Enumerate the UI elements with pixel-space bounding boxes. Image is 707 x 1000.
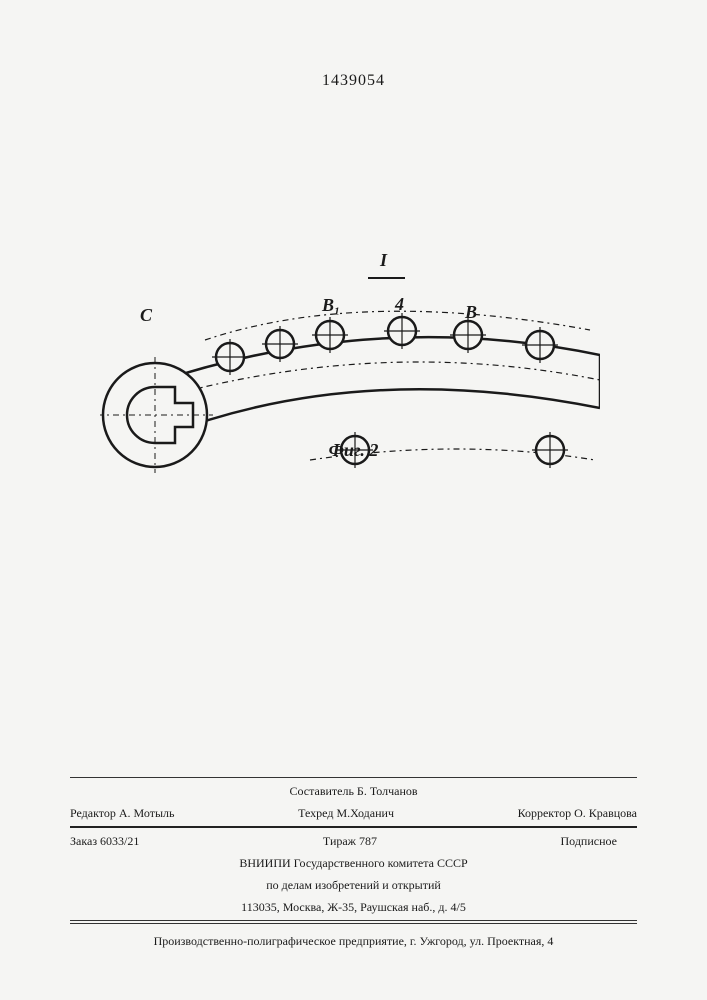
org-line-2: по делам изобретений и открытий — [70, 874, 637, 896]
order-number: Заказ 6033/21 — [70, 832, 139, 850]
label-I-underline — [100, 255, 600, 285]
address-line: 113035, Москва, Ж-35, Раушская наб., д. … — [70, 896, 637, 918]
printer-line: Производственно-полиграфическое предприя… — [70, 926, 637, 950]
figure-caption: Фиг. 2 — [0, 440, 707, 461]
editor: Редактор А. Мотыль — [70, 804, 175, 822]
corrector: Корректор О. Кравцова — [518, 804, 637, 822]
divider — [70, 920, 637, 921]
techred: Техред М.Ходанич — [298, 804, 394, 822]
divider — [70, 777, 637, 778]
compiler-line: Составитель Б. Толчанов — [70, 780, 637, 802]
label-B1: B₁ — [322, 295, 340, 316]
label-4: 4 — [395, 294, 404, 315]
document-number: 1439054 — [0, 72, 707, 90]
credits-row: Редактор А. Мотыль Техред М.Ходанич Корр… — [70, 802, 637, 824]
figure-2: I C B₁ 4 B — [100, 260, 600, 460]
tirazh: Тираж 787 — [323, 832, 377, 850]
subscription: Подписное — [561, 832, 618, 850]
footer-block: Составитель Б. Толчанов Редактор А. Моты… — [70, 775, 637, 950]
divider-thick — [70, 826, 637, 828]
order-row: Заказ 6033/21 Тираж 787 Подписное — [70, 830, 637, 852]
divider — [70, 923, 637, 924]
org-line-1: ВНИИПИ Государственного комитета СССР — [70, 852, 637, 874]
label-B: B — [465, 302, 477, 323]
label-C: C — [140, 305, 152, 326]
